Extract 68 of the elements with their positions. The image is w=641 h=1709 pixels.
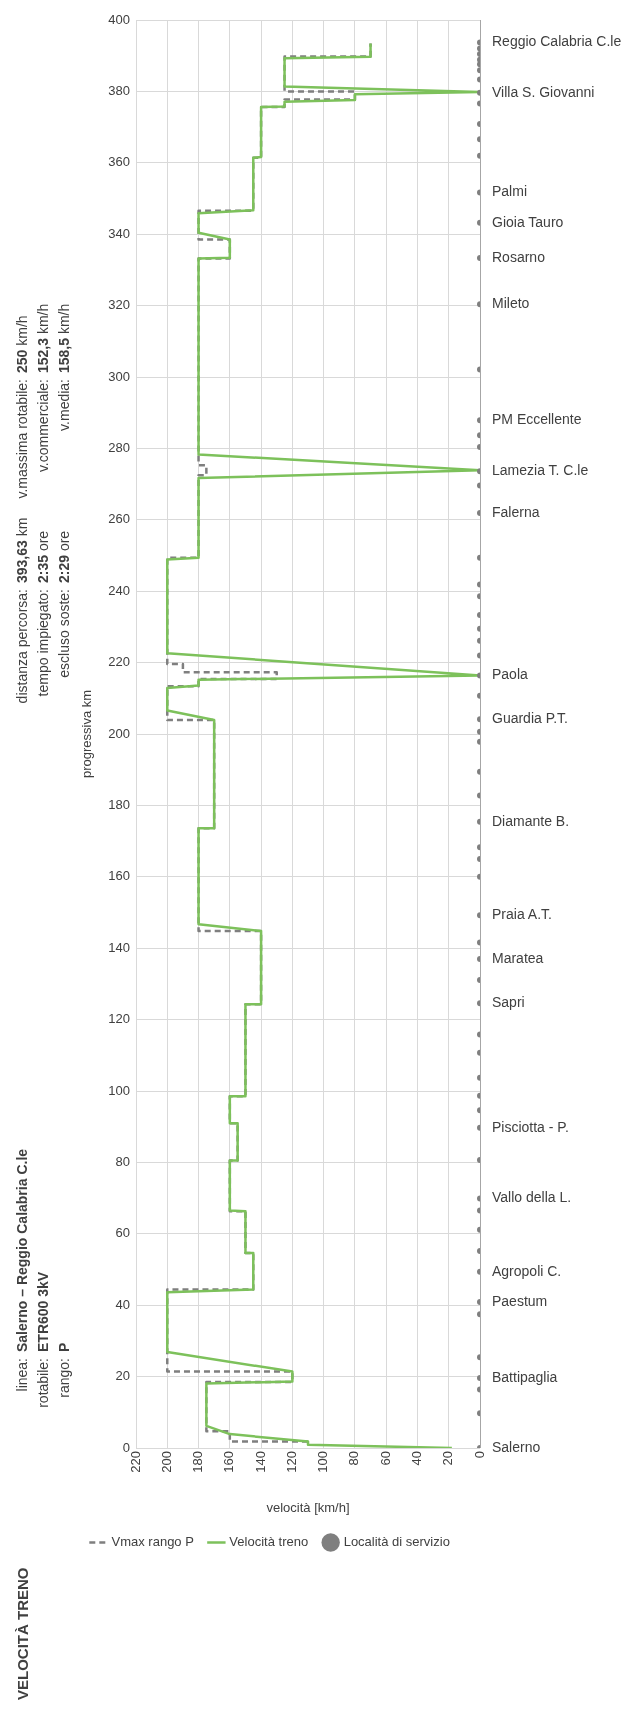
data-label: Sapri <box>492 994 525 1011</box>
y-tick-label: 360 <box>108 154 130 170</box>
x-tick-label: 200 <box>158 1451 174 1473</box>
y-tick-label: 380 <box>108 82 130 98</box>
y-tick-label: 160 <box>108 868 130 884</box>
y-tick-label: 180 <box>108 796 130 812</box>
y-tick-label: 140 <box>108 939 130 955</box>
legend-label: Vmax rango P <box>111 1534 194 1550</box>
data-label: Agropoli C. <box>492 1262 562 1279</box>
data-label: Villa S. Giovanni <box>492 83 595 100</box>
data-label: Pisciotta - P. <box>492 1118 569 1135</box>
data-label: Vallo della L. <box>492 1189 572 1206</box>
y-tick-label: 300 <box>108 368 130 384</box>
text: v.commerciale: 152,3 km/h <box>34 303 52 473</box>
y-tick-label: 200 <box>108 725 130 741</box>
data-label: Praia A.T. <box>492 906 552 923</box>
x-axis-title: velocità [km/h] <box>266 1499 350 1515</box>
x-tick-label: 0 <box>471 1451 487 1459</box>
text: VELOCITÀ TRENO <box>14 1567 31 1700</box>
data-label: Guardia P.T. <box>492 710 569 727</box>
text: v.massima rotabile: 250 km/h <box>13 315 31 499</box>
data-label: Battipaglia <box>492 1368 558 1385</box>
data-label: Palmi <box>492 183 528 200</box>
text: rango: P <box>55 1342 73 1400</box>
data-label: Reggio Calabria C.le <box>492 33 622 50</box>
x-tick-label: 20 <box>440 1451 456 1466</box>
x-tick-label: 160 <box>221 1451 237 1473</box>
y-tick-label: 100 <box>108 1082 130 1098</box>
data-label: Paestum <box>492 1292 548 1309</box>
x-tick-label: 40 <box>409 1451 425 1466</box>
legend-label: Località di servizio <box>343 1534 450 1550</box>
y-tick-label: 0 <box>122 1439 130 1455</box>
text: tempo impiegato: 2:35 ore <box>34 530 52 699</box>
y-tick-label: 280 <box>108 439 130 455</box>
data-label: Paola <box>492 666 529 683</box>
y-tick-label: 80 <box>115 1153 130 1169</box>
data-label: Rosarno <box>492 248 546 265</box>
x-tick-label: 80 <box>346 1451 362 1466</box>
x-tick-label: 140 <box>252 1451 268 1473</box>
text: linea: Salerno – Reggio Calabria C.le <box>13 1148 31 1394</box>
y-tick-label: 340 <box>108 225 130 241</box>
y-axis-title: progressiva km <box>79 689 95 779</box>
data-label: Lamezia T. C.le <box>492 462 589 479</box>
data-label: Gioia Tauro <box>492 213 564 230</box>
legend-label: Velocità treno <box>229 1534 309 1550</box>
y-tick-label: 120 <box>108 1011 130 1027</box>
y-tick-label: 240 <box>108 582 130 598</box>
data-label: Diamante B. <box>492 812 570 829</box>
data-label: Mileto <box>492 295 530 312</box>
text: distanza percorsa: 393,63 km <box>13 517 31 706</box>
x-tick-label: 100 <box>315 1451 331 1473</box>
y-tick-label: 320 <box>108 297 130 313</box>
x-tick-label: 120 <box>283 1451 299 1473</box>
x-tick-label: 180 <box>190 1451 206 1473</box>
data-label: Falerna <box>492 503 540 520</box>
data-label: PM Eccellente <box>492 411 582 428</box>
y-tick-label: 20 <box>115 1368 130 1384</box>
text: v.media: 158,5 km/h <box>55 303 73 431</box>
y-tick-label: 60 <box>115 1225 130 1241</box>
y-tick-label: 220 <box>108 654 130 670</box>
data-label: Salerno <box>492 1438 541 1455</box>
y-tick-label: 260 <box>108 511 130 527</box>
x-tick-label: 60 <box>377 1451 393 1466</box>
text: rotabile: ETR600 3kV <box>34 1271 52 1410</box>
text: escluso soste: 2:29 ore <box>55 530 73 680</box>
data-label: Maratea <box>492 949 544 966</box>
y-tick-label: 40 <box>115 1296 130 1312</box>
y-tick-label: 400 <box>108 11 130 27</box>
